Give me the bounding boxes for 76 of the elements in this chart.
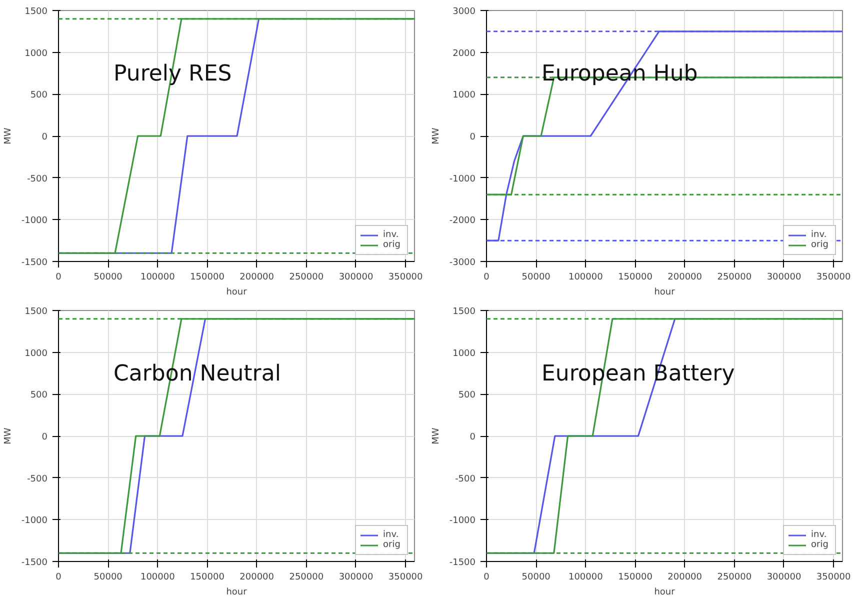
x-tick-label: 50000	[522, 572, 551, 582]
y-tick-label: 500	[458, 390, 476, 401]
x-tick-label: 250000	[717, 572, 752, 582]
y-tick-label: 1000	[452, 348, 476, 359]
y-tick-label: 1500	[452, 307, 476, 317]
y-tick-label: 2000	[452, 48, 476, 59]
x-tick-label: 200000	[668, 572, 702, 582]
legend-label: inv.	[383, 530, 400, 540]
legend-label: orig	[811, 240, 830, 250]
x-tick-label: 50000	[94, 572, 123, 582]
y-tick-label: -1000	[449, 516, 476, 526]
y-tick-label: -500	[27, 474, 48, 484]
x-tick-label: 150000	[618, 272, 653, 282]
legend-label: inv.	[383, 230, 400, 240]
y-tick-label: 1000	[24, 348, 48, 359]
legend-label: orig	[383, 540, 402, 550]
x-tick-label: 250000	[289, 572, 324, 582]
y-tick-label: 0	[470, 132, 476, 142]
y-tick-label: -500	[27, 174, 48, 184]
x-tick-label: 100000	[140, 272, 176, 282]
x-tick-label: 200000	[240, 572, 274, 582]
x-tick-label: 350000	[816, 572, 852, 582]
y-tick-label: -500	[455, 474, 476, 484]
y-tick-label: 500	[30, 390, 48, 401]
x-tick-label: 200000	[240, 272, 274, 282]
y-tick-label: -1000	[21, 216, 48, 226]
y-tick-label: 1000	[452, 90, 476, 101]
y-tick-label: 0	[470, 432, 476, 442]
x-tick-label: 50000	[522, 272, 551, 282]
x-tick-label: 50000	[94, 272, 123, 282]
x-tick-label: 250000	[289, 272, 324, 282]
y-axis-title: MW	[3, 428, 14, 444]
x-tick-label: 200000	[668, 272, 702, 282]
x-tick-label: 350000	[388, 572, 424, 582]
y-tick-label: 1000	[24, 48, 48, 59]
legend-label: orig	[811, 540, 830, 550]
legend-label: inv.	[811, 230, 828, 240]
y-tick-label: 0	[42, 432, 48, 442]
x-tick-label: 300000	[766, 572, 802, 582]
x-tick-label: 0	[56, 572, 62, 582]
x-tick-label: 100000	[140, 572, 176, 582]
y-axis-title: MW	[431, 128, 442, 144]
y-axis-title: MW	[3, 128, 14, 144]
x-tick-label: 150000	[190, 572, 225, 582]
y-tick-label: 500	[30, 90, 48, 101]
x-tick-label: 0	[484, 272, 490, 282]
y-axis-title: MW	[431, 428, 442, 444]
x-tick-label: 100000	[568, 572, 604, 582]
y-tick-label: -3000	[449, 258, 476, 268]
x-tick-label: 0	[484, 572, 490, 582]
legend-label: inv.	[811, 530, 828, 540]
y-tick-label: 1500	[24, 7, 48, 17]
y-tick-label: -1500	[21, 558, 48, 568]
x-tick-label: 150000	[618, 572, 653, 582]
y-tick-label: 3000	[452, 7, 476, 17]
y-tick-label: -2000	[449, 216, 476, 226]
x-tick-label: 100000	[568, 272, 604, 282]
y-tick-label: -1000	[21, 516, 48, 526]
x-axis-title: hour	[654, 288, 676, 298]
x-tick-label: 350000	[816, 272, 852, 282]
x-tick-label: 300000	[766, 272, 802, 282]
x-axis-title: hour	[654, 588, 676, 598]
x-tick-label: 300000	[338, 272, 374, 282]
y-tick-label: -1500	[449, 558, 476, 568]
legend-label: orig	[383, 240, 402, 250]
x-axis-title: hour	[226, 288, 248, 298]
x-tick-label: 0	[56, 272, 62, 282]
x-axis-title: hour	[226, 588, 248, 598]
x-tick-label: 250000	[717, 272, 752, 282]
y-tick-label: 0	[42, 132, 48, 142]
y-tick-label: -1000	[449, 174, 476, 184]
x-tick-label: 300000	[338, 572, 374, 582]
x-tick-label: 350000	[388, 272, 424, 282]
y-tick-label: 1500	[24, 307, 48, 317]
x-tick-label: 150000	[190, 272, 225, 282]
y-tick-label: -1500	[21, 258, 48, 268]
